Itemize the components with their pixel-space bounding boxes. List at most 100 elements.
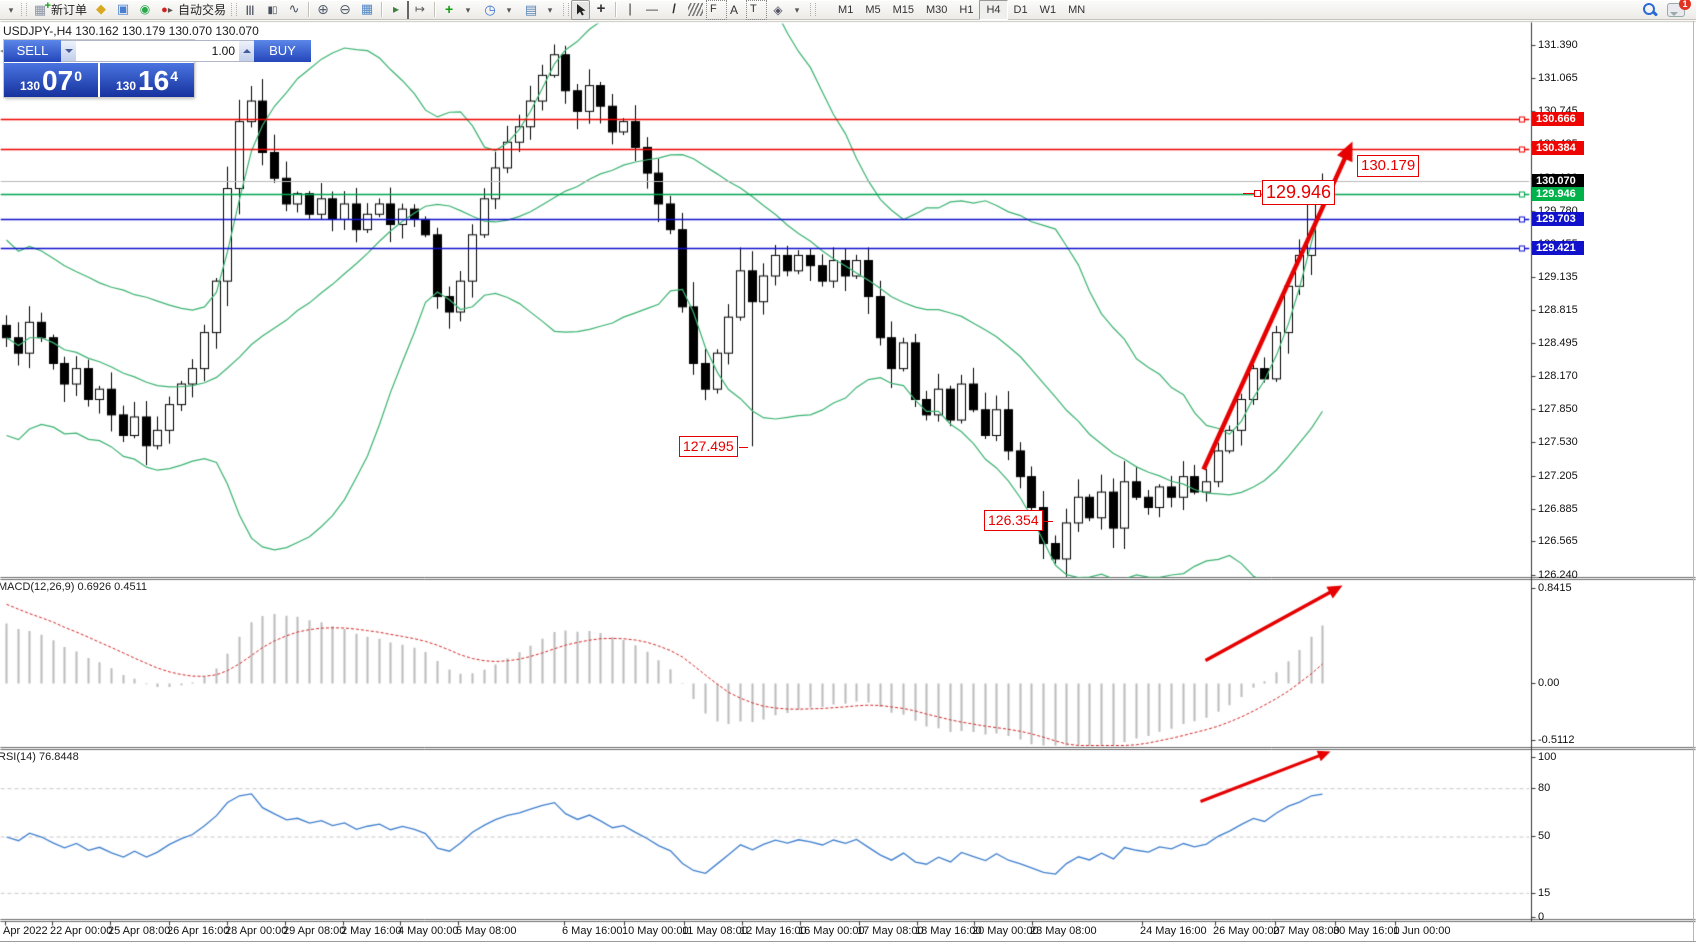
rsi-axis-tick: 0 bbox=[1538, 911, 1545, 923]
price-axis-tick: 127.850 bbox=[1538, 403, 1578, 415]
price-axis-tick: 128.170 bbox=[1538, 370, 1578, 382]
bar-chart-mode-icon[interactable] bbox=[239, 1, 261, 19]
indicators-button[interactable] bbox=[438, 1, 479, 19]
new-order-button[interactable]: 新订单 bbox=[29, 0, 90, 19]
volume-input[interactable] bbox=[76, 41, 239, 61]
buy-button[interactable]: BUY bbox=[254, 40, 311, 62]
time-axis-label: 28 Apr 00:00 bbox=[225, 925, 288, 937]
timeframe-h4-button[interactable]: H4 bbox=[979, 0, 1008, 20]
chart-shift-icon[interactable] bbox=[409, 1, 431, 19]
brush-icon[interactable] bbox=[90, 1, 112, 19]
zoom-out-icon[interactable] bbox=[334, 1, 356, 19]
price-line-label: 130.666 bbox=[1532, 112, 1584, 126]
buy-price-point: 4 bbox=[170, 68, 178, 84]
fibonacci-icon bbox=[688, 3, 704, 16]
timeframe-h1-button[interactable]: H1 bbox=[959, 3, 974, 16]
time-axis-label: 30 May 16:00 bbox=[1333, 925, 1400, 937]
timeframe-m1-button[interactable]: M1 bbox=[838, 3, 854, 16]
macd-axis-tick: 0.00 bbox=[1538, 677, 1560, 689]
price-line-label: 129.703 bbox=[1532, 212, 1584, 226]
line-chart-mode-icon[interactable] bbox=[283, 1, 305, 19]
buy-price-display[interactable]: 130 16 4 bbox=[100, 63, 194, 97]
price-annotation[interactable]: 130.179 bbox=[1357, 155, 1420, 177]
time-axis-label: 1 Jun 00:00 bbox=[1393, 925, 1451, 937]
shapes-icon bbox=[770, 2, 786, 18]
price-axis-tick: 128.815 bbox=[1538, 304, 1578, 316]
auto-trading-button[interactable]: 自动交易 bbox=[156, 1, 229, 19]
timeframe-mn-button[interactable]: MN bbox=[1068, 3, 1086, 16]
tile-windows-icon[interactable] bbox=[356, 1, 378, 19]
price-axis-tick: 126.885 bbox=[1538, 503, 1578, 515]
sell-price-display[interactable]: 130 07 0 bbox=[4, 63, 98, 97]
sell-button[interactable]: SELL bbox=[4, 40, 61, 62]
price-annotation[interactable]: 126.354 bbox=[984, 510, 1053, 531]
auto-scroll-icon[interactable] bbox=[385, 0, 410, 19]
time-axis-label: 17 May 08:00 bbox=[857, 925, 924, 937]
toolbar-grip[interactable] bbox=[21, 3, 27, 16]
text-tool[interactable]: A bbox=[730, 2, 739, 17]
timeframe-d1-button[interactable]: D1 bbox=[1013, 3, 1028, 16]
zoom-in-icon[interactable] bbox=[312, 1, 334, 19]
trade-panel-collapse-button[interactable]: ◂ bbox=[0, 45, 6, 57]
notifications-icon[interactable]: 1 bbox=[1667, 0, 1691, 17]
sell-price-figure: 130 bbox=[20, 79, 41, 93]
time-axis-label: 5 May 08:00 bbox=[456, 925, 517, 937]
periods-button[interactable] bbox=[479, 1, 520, 19]
price-line-label: 130.384 bbox=[1532, 141, 1584, 155]
candlestick-mode-icon[interactable] bbox=[261, 1, 283, 19]
timeframe-m15-button[interactable]: M15 bbox=[892, 3, 914, 16]
triangle-up-icon bbox=[242, 45, 251, 53]
macd-axis-tick: -0.5112 bbox=[1538, 734, 1575, 746]
new-order-icon bbox=[32, 0, 51, 18]
triangle-down-icon bbox=[64, 49, 73, 57]
toolbar-grip[interactable] bbox=[810, 3, 817, 16]
price-axis-tick: 126.565 bbox=[1538, 535, 1578, 547]
templates-button[interactable] bbox=[520, 1, 561, 19]
price-axis-tick: 131.065 bbox=[1538, 72, 1578, 84]
fibonacci-tool-button[interactable] bbox=[685, 1, 706, 19]
price-axis-tick: 131.390 bbox=[1538, 39, 1578, 51]
time-axis-label: 24 May 16:00 bbox=[1140, 925, 1207, 937]
time-axis-label: 23 May 08:00 bbox=[1030, 925, 1097, 937]
volume-decrease-button[interactable] bbox=[61, 41, 76, 61]
time-axis-label: 4 May 00:00 bbox=[398, 925, 459, 937]
rsi-axis-tick: 50 bbox=[1538, 830, 1551, 842]
market-window-icon[interactable] bbox=[112, 1, 134, 19]
shapes-tool-button[interactable] bbox=[767, 1, 808, 19]
timeframe-m30-button[interactable]: M30 bbox=[926, 3, 948, 16]
toolbar-grip[interactable] bbox=[231, 3, 238, 16]
timeframe-m5-button[interactable]: M5 bbox=[865, 3, 881, 16]
crosshair-tool-icon[interactable] bbox=[590, 1, 612, 19]
toolbar-separator bbox=[308, 2, 310, 17]
price-axis-tick: 128.495 bbox=[1538, 337, 1578, 349]
price-axis-tick: 127.530 bbox=[1538, 436, 1578, 448]
chevron-down-icon bbox=[460, 1, 476, 18]
time-axis-label: 20 May 00:00 bbox=[972, 925, 1039, 937]
signals-icon[interactable] bbox=[134, 1, 156, 19]
price-annotation[interactable]: 127.495 bbox=[679, 436, 748, 457]
trade-panel-price-row: 130 07 0 130 16 4 bbox=[4, 63, 194, 97]
price-axis-tick: 126.240 bbox=[1538, 569, 1578, 581]
sell-price-pips: 07 bbox=[42, 65, 74, 97]
volume-increase-button[interactable] bbox=[239, 41, 254, 61]
text-label-tool[interactable]: T bbox=[746, 0, 768, 20]
time-axis-label: 26 Apr 16:00 bbox=[167, 925, 230, 937]
template-icon bbox=[523, 2, 539, 18]
rsi-axis-tick: 100 bbox=[1538, 751, 1557, 763]
macd-indicator-label: MACD(12,26,9) 0.6926 0.4511 bbox=[0, 581, 147, 593]
time-axis-label: Apr 2022 bbox=[3, 925, 48, 937]
vertical-line-tool-icon[interactable] bbox=[619, 1, 641, 19]
price-annotation[interactable]: 129.946 bbox=[1242, 180, 1336, 205]
fibo-grid-tool[interactable]: F bbox=[706, 0, 728, 20]
toolbar-grip[interactable] bbox=[563, 3, 570, 16]
horizontal-line-tool-icon[interactable] bbox=[641, 1, 663, 19]
timeframe-w1-button[interactable]: W1 bbox=[1039, 3, 1057, 16]
trendline-tool-icon[interactable] bbox=[663, 1, 685, 19]
toolbar-overflow-icon[interactable] bbox=[3, 1, 19, 18]
search-icon[interactable] bbox=[1643, 2, 1657, 17]
rsi-axis-tick: 80 bbox=[1538, 782, 1551, 794]
cursor-tool-button[interactable] bbox=[571, 0, 591, 20]
